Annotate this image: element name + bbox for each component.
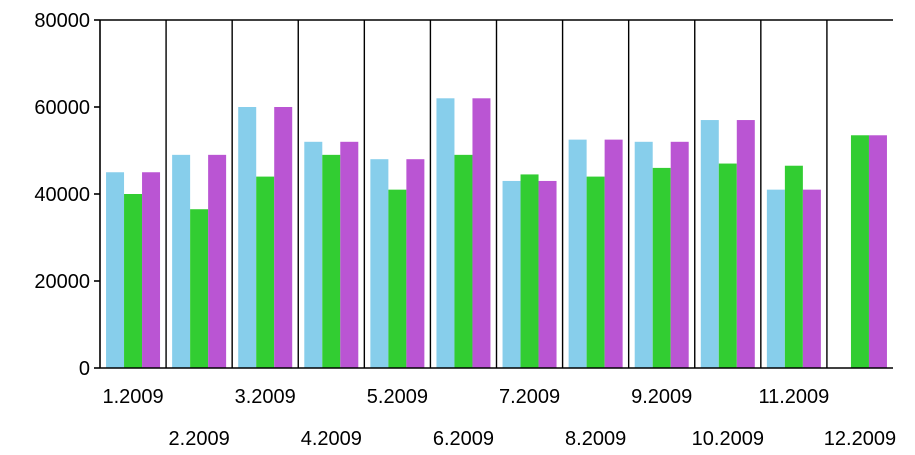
x-tick-label: 7.2009 [499, 386, 560, 408]
x-tick-label: 3.2009 [235, 386, 296, 408]
bar-8.2009-s1 [568, 139, 587, 368]
y-tick-label: 80000 [34, 10, 90, 32]
x-tick-label: 5.2009 [367, 386, 428, 408]
bar-2.2009-s1 [172, 154, 191, 368]
y-tick-label: 0 [79, 358, 90, 380]
bar-10.2009-s1 [700, 120, 719, 368]
bar-9.2009-s3 [670, 141, 689, 368]
y-tick-label: 40000 [34, 184, 90, 206]
bar-9.2009-s2 [652, 167, 671, 368]
bar-4.2009-s2 [322, 154, 341, 368]
grid-layer [165, 20, 828, 368]
x-tick-label: 4.2009 [301, 428, 362, 450]
x-tick-label: 10.2009 [692, 428, 764, 450]
bar-1.2009-s1 [106, 172, 125, 368]
bar-5.2009-s3 [406, 159, 425, 368]
bar-7.2009-s1 [502, 180, 521, 368]
bar-5.2009-s2 [388, 189, 407, 368]
bar-8.2009-s2 [586, 176, 605, 368]
bar-3.2009-s2 [256, 176, 275, 368]
y-tick-label: 60000 [34, 97, 90, 119]
y-tick-label: 20000 [34, 271, 90, 293]
axes-layer [94, 19, 893, 369]
bar-7.2009-s2 [520, 174, 539, 368]
bar-5.2009-s1 [370, 159, 389, 368]
bar-8.2009-s3 [604, 139, 623, 368]
bar-12.2009-s3 [868, 135, 887, 368]
bar-11.2009-s1 [766, 189, 785, 368]
bar-3.2009-s3 [274, 107, 293, 368]
bar-12.2009-s2 [850, 135, 869, 368]
bar-7.2009-s3 [538, 180, 557, 368]
bar-1.2009-s3 [142, 172, 161, 368]
x-tick-label: 2.2009 [169, 428, 230, 450]
x-tick-label: 12.2009 [824, 428, 896, 450]
x-tick-label: 8.2009 [565, 428, 626, 450]
bar-2.2009-s3 [208, 154, 227, 368]
bar-2.2009-s2 [190, 209, 209, 368]
x-tick-label: 1.2009 [102, 386, 163, 408]
bar-3.2009-s1 [238, 107, 257, 368]
bar-6.2009-s1 [436, 98, 455, 369]
bar-6.2009-s3 [472, 98, 491, 369]
bar-4.2009-s1 [304, 141, 323, 368]
bars-layer [106, 98, 887, 369]
bar-9.2009-s1 [634, 141, 653, 368]
labels-layer: 0 20000 40000 60000 80000 1.2009 2.20093.20094… [34, 10, 896, 450]
bar-11.2009-s2 [784, 165, 803, 368]
bar-10.2009-s2 [718, 163, 737, 368]
bar-11.2009-s3 [802, 189, 821, 368]
bar-4.2009-s3 [340, 141, 359, 368]
x-tick-label: 9.2009 [631, 386, 692, 408]
bar-10.2009-s3 [736, 120, 755, 368]
bar-6.2009-s2 [454, 154, 473, 368]
x-tick-label: 6.2009 [433, 428, 494, 450]
bar-1.2009-s2 [124, 194, 143, 368]
x-tick-label: 11.2009 [758, 386, 829, 408]
